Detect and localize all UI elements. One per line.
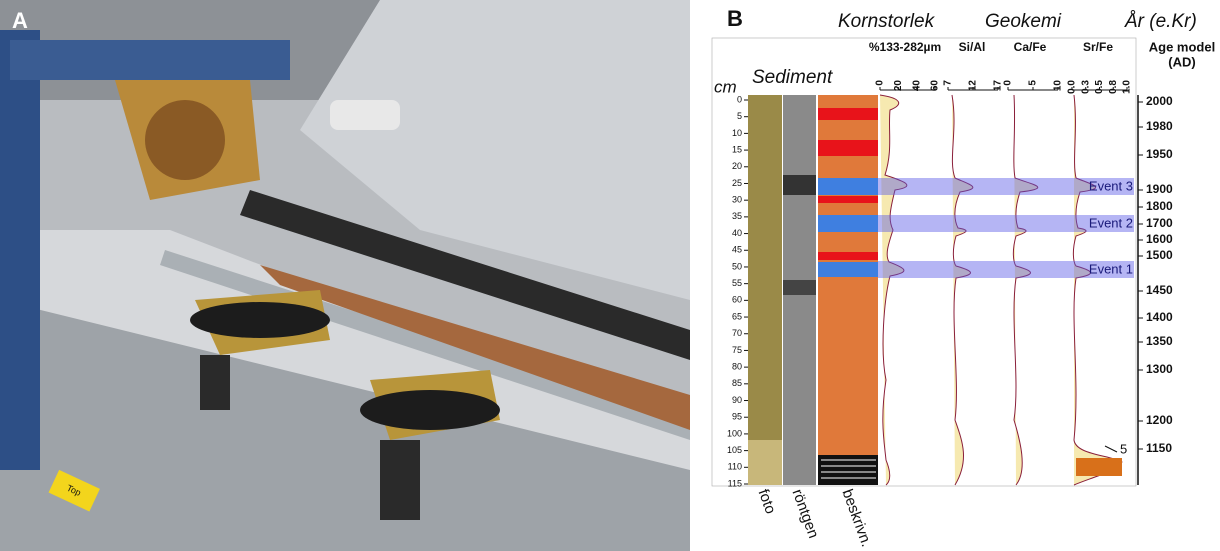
annotation: 5 [1120,441,1127,456]
depth-tick-label: 100 [727,428,742,438]
column-title: Sr/Fe [1083,40,1113,54]
group-title: År (e.Kr) [1124,11,1197,32]
age-label: 1700 [1146,216,1173,230]
event-band [878,261,1134,278]
depth-tick-label: 15 [732,144,742,154]
age-label: 1450 [1146,283,1173,297]
column-tick-label: 7 [943,80,954,86]
event-label: Event 3 [1089,178,1133,193]
age-label: 2000 [1146,94,1173,108]
depth-tick-label: 25 [732,178,742,188]
depth-tick-label: 10 [732,128,742,138]
age-label: 1950 [1146,147,1173,161]
event-label: Event 2 [1089,215,1133,230]
column-tick-label: 20 [893,80,904,92]
column-tick-label: 0.5 [1094,80,1105,94]
column-tick-label: 40 [911,80,922,92]
depth-tick-label: 85 [732,378,742,388]
depth-tick-label: 70 [732,328,742,338]
depth-tick-label: 40 [732,228,742,238]
depth-tick-label: 50 [732,261,742,271]
depth-tick-label: 110 [728,462,742,472]
column-tick-label: 10 [1053,80,1064,92]
column-tick-label: 0.3 [1080,80,1091,94]
column-title: Ca/Fe [1014,40,1047,54]
depth-tick-label: 35 [732,211,742,221]
panel-label: B [727,6,743,31]
age-label: 1500 [1146,248,1173,262]
column-tick-label: 0 [875,80,886,86]
depth-tick-label: 60 [732,295,742,305]
depth-tick-label: 75 [732,345,742,355]
panel-b: B cm Sediment 5 Kornstorlek Geokemi År (… [711,6,1215,549]
event-label: Event 1 [1089,261,1133,276]
column-tick-label: 60 [930,80,941,92]
depth-tick-label: 30 [732,195,742,205]
depth-tick-label: 95 [732,412,742,422]
column-tick-label: 1.0 [1122,80,1133,94]
depth-tick-label: 5 [737,111,742,121]
bottom-label: foto [755,487,780,516]
sediment-label: Sediment [752,67,833,88]
bottom-label: beskrivn. [839,487,876,549]
column-tick-label: 0.8 [1108,80,1119,94]
age-label: 1980 [1146,119,1173,133]
depth-tick-label: 0 [737,94,742,104]
group-title: Geokemi [985,11,1062,32]
age-title: Age model [1149,39,1215,54]
column-title: %133-282µm [869,40,941,54]
event-band [878,178,1134,195]
depth-tick-label: 55 [732,278,742,288]
depth-tick-label: 105 [727,445,742,455]
column-title: Si/Al [959,40,986,54]
bottom-label: röntgen [789,487,822,541]
age-label: 1150 [1146,441,1172,455]
photo: Top A [0,0,690,551]
depth-tick-label: 80 [732,362,742,372]
age-label: 1900 [1146,182,1173,196]
age-title: (AD) [1168,54,1195,69]
age-label: 1350 [1146,334,1173,348]
age-label: 1600 [1146,232,1173,246]
depth-tick-label: 45 [732,245,742,255]
age-label: 1200 [1146,413,1173,427]
column-tick-label: 5 [1028,80,1039,86]
panel-label: A [12,8,28,33]
age-label: 1400 [1146,310,1173,324]
depth-tick-label: 90 [732,395,742,405]
group-title: Kornstorlek [838,11,936,32]
cm-label: cm [714,77,737,96]
event-band [878,215,1134,232]
age-label: 1300 [1146,362,1173,376]
column-tick-label: 0.0 [1067,80,1078,94]
column-tick-label: 0 [1003,80,1014,86]
depth-tick-label: 65 [732,311,742,321]
depth-tick-label: 115 [728,478,742,488]
column-tick-label: 17 [993,80,1004,92]
depth-tick-label: 20 [732,161,742,171]
column-tick-label: 12 [968,80,979,92]
age-label: 1800 [1146,199,1173,213]
